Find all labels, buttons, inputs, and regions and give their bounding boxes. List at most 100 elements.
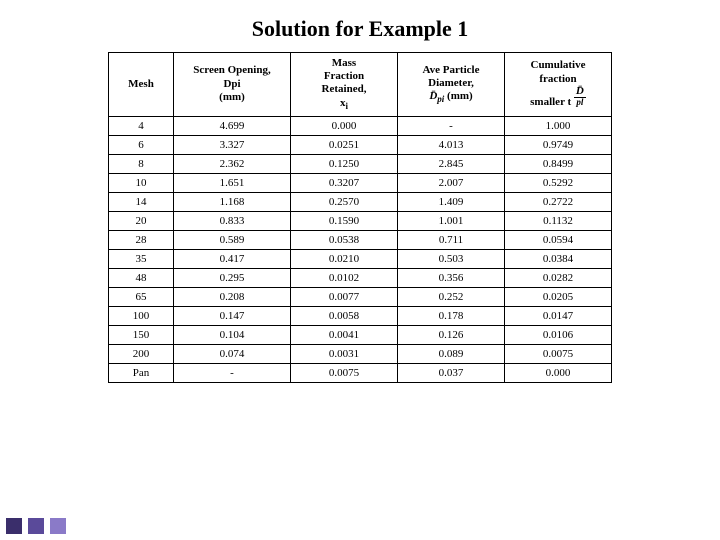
cell-c: 0.8499 bbox=[505, 154, 612, 173]
cell-a: 0.126 bbox=[398, 325, 505, 344]
cell-m: 6 bbox=[109, 135, 174, 154]
table-row: 280.5890.05380.7110.0594 bbox=[109, 230, 612, 249]
table-row: 101.6510.32072.0070.5292 bbox=[109, 173, 612, 192]
cell-c: 0.000 bbox=[505, 363, 612, 382]
cell-m: 35 bbox=[109, 249, 174, 268]
table-row: 650.2080.00770.2520.0205 bbox=[109, 287, 612, 306]
cell-d: 0.104 bbox=[174, 325, 291, 344]
cell-c: 0.0205 bbox=[505, 287, 612, 306]
cell-a: 1.001 bbox=[398, 211, 505, 230]
cell-m: 100 bbox=[109, 306, 174, 325]
accent-1 bbox=[6, 518, 22, 534]
col-ave: Ave Particle Diameter, D̄pi (mm) bbox=[398, 53, 505, 117]
table-row: Pan-0.00750.0370.000 bbox=[109, 363, 612, 382]
cell-x: 0.0031 bbox=[291, 344, 398, 363]
cell-a: 0.178 bbox=[398, 306, 505, 325]
cell-a: 1.409 bbox=[398, 192, 505, 211]
accent-2 bbox=[28, 518, 44, 534]
cell-m: 150 bbox=[109, 325, 174, 344]
cell-d: 0.074 bbox=[174, 344, 291, 363]
cell-m: 65 bbox=[109, 287, 174, 306]
cell-m: 8 bbox=[109, 154, 174, 173]
cell-m: 4 bbox=[109, 116, 174, 135]
cell-x: 0.0077 bbox=[291, 287, 398, 306]
cell-x: 0.0058 bbox=[291, 306, 398, 325]
cell-d: 0.417 bbox=[174, 249, 291, 268]
cell-d: 3.327 bbox=[174, 135, 291, 154]
cell-d: 1.168 bbox=[174, 192, 291, 211]
cell-m: 48 bbox=[109, 268, 174, 287]
table-body: 44.6990.000-1.00063.3270.02514.0130.9749… bbox=[109, 116, 612, 382]
cell-c: 0.0106 bbox=[505, 325, 612, 344]
cell-x: 0.0075 bbox=[291, 363, 398, 382]
cell-m: 28 bbox=[109, 230, 174, 249]
cell-a: 2.845 bbox=[398, 154, 505, 173]
cell-x: 0.1590 bbox=[291, 211, 398, 230]
table-header-row: Mesh Screen Opening, Dpi (mm) Mass Fract… bbox=[109, 53, 612, 117]
col-mass: Mass Fraction Retained, xi bbox=[291, 53, 398, 117]
col-ave-text: Ave Particle Diameter, bbox=[423, 64, 480, 89]
table-row: 141.1680.25701.4090.2722 bbox=[109, 192, 612, 211]
table-row: 44.6990.000-1.000 bbox=[109, 116, 612, 135]
cell-a: 0.711 bbox=[398, 230, 505, 249]
cell-a: 4.013 bbox=[398, 135, 505, 154]
cell-c: 0.1132 bbox=[505, 211, 612, 230]
col-cum-bot: pl bbox=[574, 98, 586, 107]
cell-d: 0.295 bbox=[174, 268, 291, 287]
table-container: Mesh Screen Opening, Dpi (mm) Mass Fract… bbox=[0, 52, 720, 383]
cell-c: 0.0594 bbox=[505, 230, 612, 249]
table-row: 350.4170.02100.5030.0384 bbox=[109, 249, 612, 268]
col-ave-unit: (mm) bbox=[444, 90, 472, 102]
table-row: 1000.1470.00580.1780.0147 bbox=[109, 306, 612, 325]
cell-d: 0.589 bbox=[174, 230, 291, 249]
accent-3 bbox=[50, 518, 66, 534]
table-row: 200.8330.15901.0010.1132 bbox=[109, 211, 612, 230]
cell-a: 0.252 bbox=[398, 287, 505, 306]
cell-x: 0.0041 bbox=[291, 325, 398, 344]
table-row: 1500.1040.00410.1260.0106 bbox=[109, 325, 612, 344]
table-row: 480.2950.01020.3560.0282 bbox=[109, 268, 612, 287]
cell-d: 0.833 bbox=[174, 211, 291, 230]
col-mass-sub: i bbox=[345, 101, 348, 111]
table-row: 63.3270.02514.0130.9749 bbox=[109, 135, 612, 154]
cell-a: 0.356 bbox=[398, 268, 505, 287]
cell-c: 0.0282 bbox=[505, 268, 612, 287]
cell-c: 0.0075 bbox=[505, 344, 612, 363]
page-title: Solution for Example 1 bbox=[0, 0, 720, 52]
cell-d: 0.208 bbox=[174, 287, 291, 306]
cell-c: 0.0147 bbox=[505, 306, 612, 325]
accent-blocks bbox=[0, 512, 72, 540]
cell-d: 0.147 bbox=[174, 306, 291, 325]
cell-m: 10 bbox=[109, 173, 174, 192]
cell-a: - bbox=[398, 116, 505, 135]
cell-c: 0.9749 bbox=[505, 135, 612, 154]
cell-m: 200 bbox=[109, 344, 174, 363]
cell-x: 0.000 bbox=[291, 116, 398, 135]
col-mesh: Mesh bbox=[109, 53, 174, 117]
cell-d: 2.362 bbox=[174, 154, 291, 173]
cell-m: Pan bbox=[109, 363, 174, 382]
cell-x: 0.3207 bbox=[291, 173, 398, 192]
cell-d: 1.651 bbox=[174, 173, 291, 192]
cell-a: 0.503 bbox=[398, 249, 505, 268]
cell-a: 2.007 bbox=[398, 173, 505, 192]
cell-m: 20 bbox=[109, 211, 174, 230]
col-mass-text: Mass Fraction Retained, x bbox=[322, 57, 367, 109]
cell-x: 0.0210 bbox=[291, 249, 398, 268]
cell-a: 0.089 bbox=[398, 344, 505, 363]
cell-x: 0.0538 bbox=[291, 230, 398, 249]
col-dpi: Screen Opening, Dpi (mm) bbox=[174, 53, 291, 117]
col-cum-frac: D̄ pl bbox=[574, 86, 586, 107]
cell-x: 0.0102 bbox=[291, 268, 398, 287]
table-row: 82.3620.12502.8450.8499 bbox=[109, 154, 612, 173]
cell-x: 0.0251 bbox=[291, 135, 398, 154]
cell-x: 0.2570 bbox=[291, 192, 398, 211]
col-dpi-text: Screen Opening, Dpi (mm) bbox=[193, 64, 270, 102]
data-table: Mesh Screen Opening, Dpi (mm) Mass Fract… bbox=[108, 52, 612, 383]
cell-c: 0.2722 bbox=[505, 192, 612, 211]
col-cum: Cumulative fraction smaller t D̄ pl bbox=[505, 53, 612, 117]
cell-c: 0.0384 bbox=[505, 249, 612, 268]
cell-a: 0.037 bbox=[398, 363, 505, 382]
table-row: 2000.0740.00310.0890.0075 bbox=[109, 344, 612, 363]
cell-m: 14 bbox=[109, 192, 174, 211]
